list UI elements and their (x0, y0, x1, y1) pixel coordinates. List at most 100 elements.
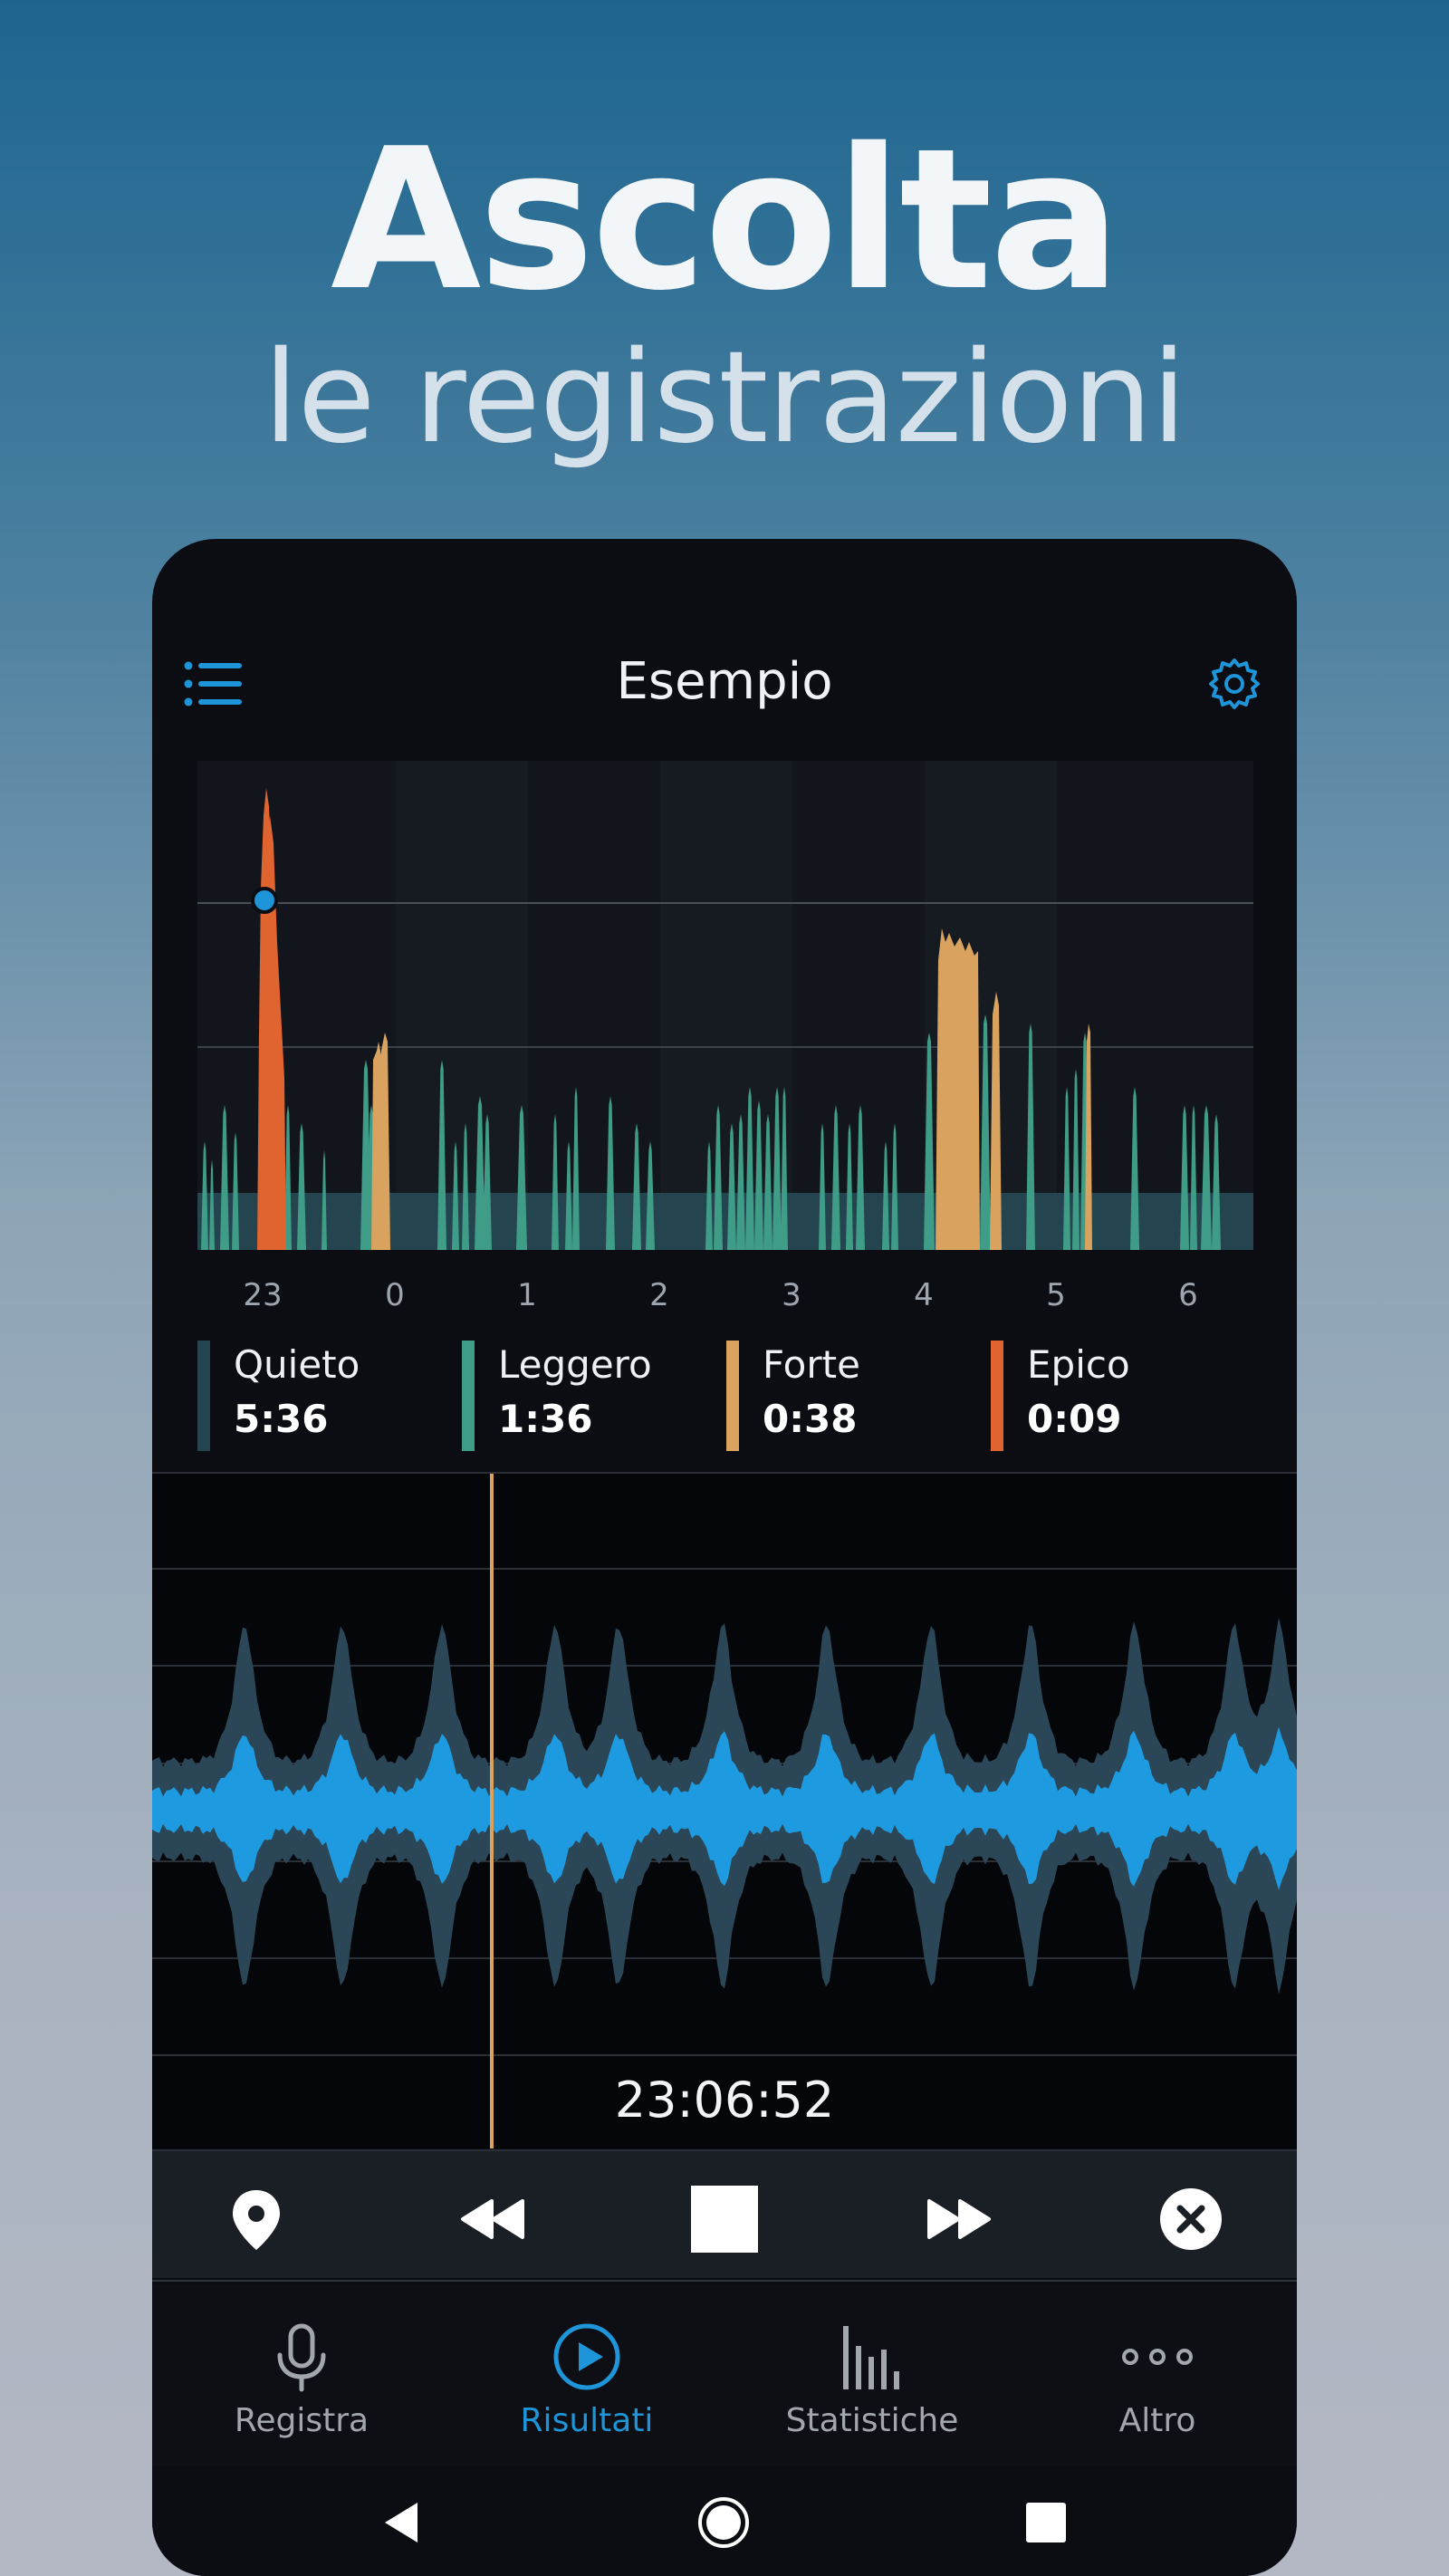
level-spike (516, 1105, 527, 1250)
legend-label: Quieto (234, 1342, 360, 1387)
recents-icon[interactable] (1019, 2495, 1073, 2550)
level-spike (462, 1123, 469, 1250)
chart-band (660, 761, 792, 1250)
bar-chart-icon (843, 2326, 899, 2389)
rewind-icon[interactable] (456, 2183, 528, 2255)
level-spike (990, 992, 1002, 1250)
location-pin-icon[interactable] (220, 2183, 293, 2255)
level-spike (632, 1123, 641, 1250)
level-spike (846, 1123, 853, 1250)
level-spike (552, 1114, 559, 1250)
divider (152, 1472, 1297, 1474)
tab-statistiche[interactable]: Statistiche (745, 2302, 999, 2456)
legend-color-swatch (462, 1341, 475, 1451)
app-bar: Esempio (152, 539, 1297, 720)
legend-color-swatch (726, 1341, 739, 1451)
bottom-tab-bar: Registra Risultati Statistiche (152, 2284, 1297, 2465)
level-spike (646, 1141, 655, 1250)
level-spike (714, 1105, 723, 1250)
level-spike (736, 1114, 745, 1250)
level-spike (1201, 1105, 1212, 1250)
level-spike (1180, 1105, 1189, 1250)
promo-subtitle: le registrazioni (263, 324, 1187, 472)
level-spike (1190, 1105, 1197, 1250)
list-icon[interactable] (184, 661, 243, 706)
play-circle-icon (553, 2323, 620, 2390)
x-tick-label: 5 (1046, 1277, 1066, 1313)
legend-color-swatch (197, 1341, 210, 1451)
x-tick-label: 0 (385, 1277, 405, 1313)
level-spike (754, 1101, 763, 1250)
level-spike (924, 1033, 935, 1250)
waveform-view[interactable]: 23:06:52 (152, 1474, 1297, 2148)
level-spike (220, 1105, 229, 1250)
x-tick-label: 23 (243, 1277, 283, 1313)
level-spike (1212, 1114, 1221, 1250)
x-tick-label: 2 (649, 1277, 669, 1313)
x-tick-label: 1 (517, 1277, 537, 1313)
level-spike (1072, 1069, 1080, 1250)
legend-duration: 5:36 (234, 1397, 329, 1441)
gear-icon[interactable] (1207, 657, 1262, 711)
close-icon[interactable] (1155, 2183, 1227, 2255)
back-icon[interactable] (374, 2495, 428, 2550)
level-spike (565, 1141, 572, 1250)
fast-forward-icon[interactable] (922, 2183, 994, 2255)
level-spike (297, 1123, 306, 1250)
level-spike (705, 1141, 713, 1250)
legend-item-loud: Forte 0:38 (726, 1341, 989, 1454)
chart-position-marker (251, 887, 278, 914)
tab-risultati[interactable]: Risultati (460, 2302, 714, 2456)
level-spike (1026, 1024, 1035, 1250)
home-icon[interactable] (696, 2495, 751, 2550)
tab-label: Statistiche (785, 2402, 959, 2439)
level-legend: Quieto 5:36 Leggero 1:36 Forte 0:38 Epic… (197, 1341, 1253, 1458)
playback-time: 23:06:52 (614, 2071, 835, 2129)
x-tick-label: 4 (914, 1277, 934, 1313)
level-spike (437, 1060, 446, 1250)
promo-title: Ascolta (330, 106, 1121, 333)
playback-controls (152, 2151, 1297, 2278)
level-spike (781, 1087, 788, 1250)
level-spike (980, 1014, 991, 1250)
stop-icon[interactable] (688, 2183, 761, 2255)
level-spike (483, 1114, 492, 1250)
chart-x-axis: 23 0 1 2 3 4 5 6 (197, 1277, 1253, 1322)
level-spike (606, 1096, 615, 1250)
tab-label: Altro (1118, 2402, 1196, 2439)
legend-label: Forte (763, 1342, 860, 1387)
level-spike (772, 1087, 782, 1250)
sound-level-chart[interactable] (197, 761, 1253, 1250)
tab-label: Registra (234, 2402, 369, 2439)
level-spike (209, 1159, 215, 1250)
legend-color-swatch (991, 1341, 1003, 1451)
legend-item-epic: Epico 0:09 (991, 1341, 1253, 1454)
level-spike (831, 1105, 840, 1250)
screen-title: Esempio (616, 652, 833, 711)
level-spike (882, 1141, 889, 1250)
quiet-baseline (197, 1193, 1253, 1250)
level-spike (1085, 1024, 1092, 1250)
level-spike (745, 1087, 754, 1250)
level-spike (379, 1033, 390, 1250)
level-spike (201, 1141, 208, 1250)
tab-altro[interactable]: Altro (1031, 2302, 1284, 2456)
level-spike (891, 1123, 898, 1250)
legend-duration: 0:09 (1027, 1397, 1122, 1441)
x-tick-label: 3 (782, 1277, 801, 1313)
microphone-icon (277, 2323, 326, 2392)
level-spike (763, 1114, 772, 1250)
level-spike (1063, 1087, 1070, 1250)
level-spike (1130, 1087, 1139, 1250)
phone-screen: Esempio 23 0 1 2 3 4 5 6 Quieto 5:36 (152, 539, 1297, 2576)
system-navigation-bar (152, 2468, 1297, 2576)
legend-item-quiet: Quieto 5:36 (197, 1341, 460, 1454)
tab-registra[interactable]: Registra (175, 2302, 428, 2456)
legend-label: Epico (1027, 1342, 1130, 1387)
level-spike (819, 1123, 826, 1250)
level-spike (856, 1105, 865, 1250)
divider (152, 2149, 1297, 2151)
level-spike (284, 1105, 292, 1250)
level-spike (232, 1132, 239, 1250)
legend-duration: 0:38 (763, 1397, 858, 1441)
